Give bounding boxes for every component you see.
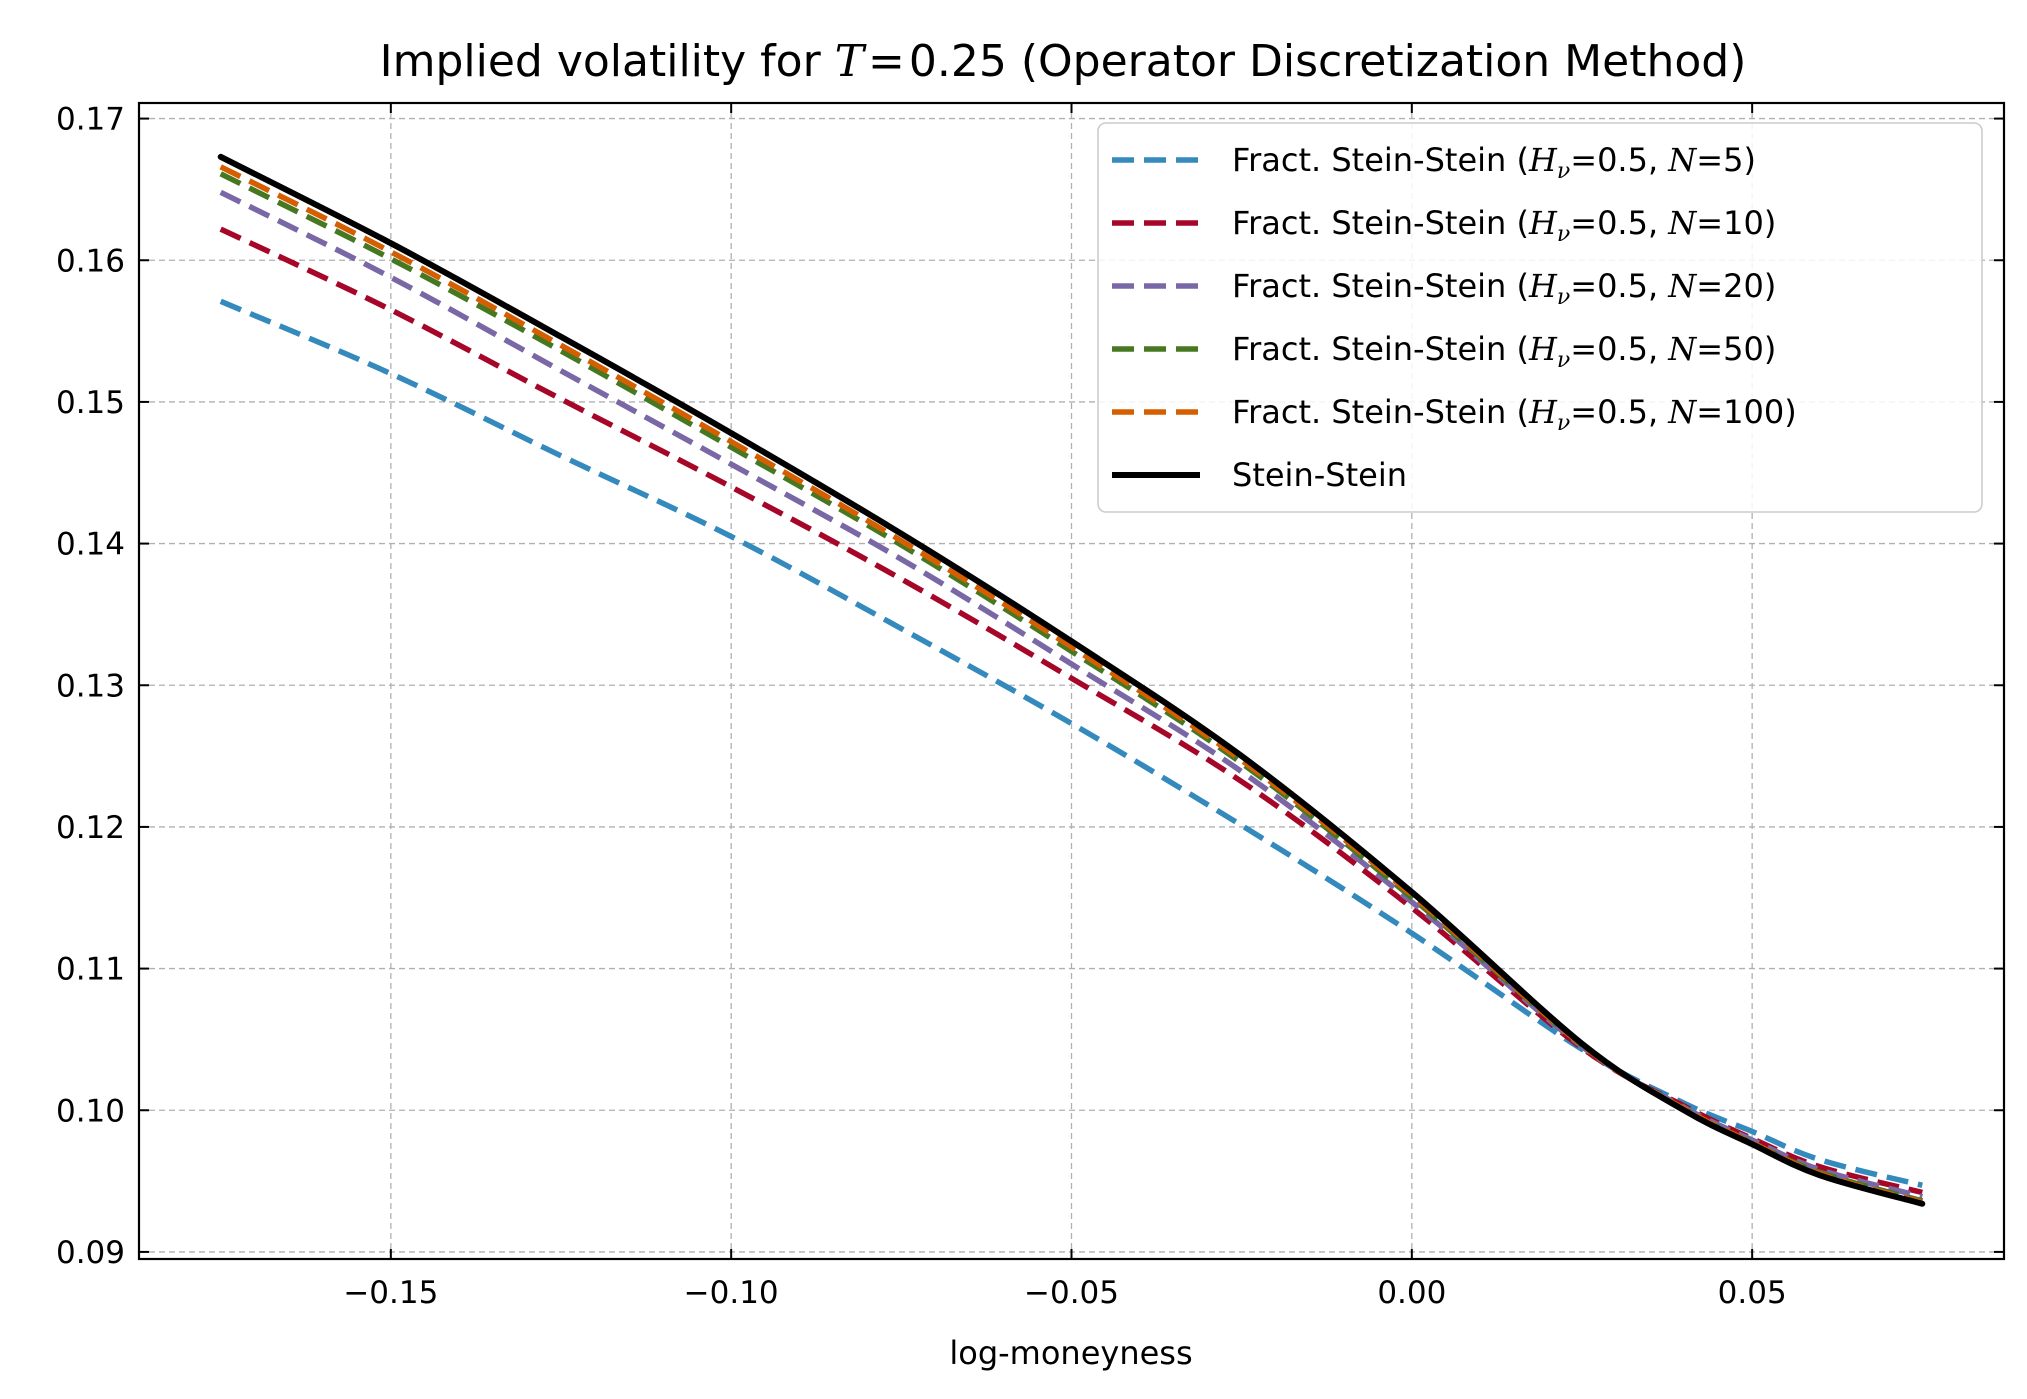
legend-label-3: Fract. Stein-Stein (Hν=0.5, N=50) [1232,330,1776,373]
y-tick-label: 0.11 [56,952,125,988]
title-value: 0.25 [909,36,1007,87]
y-tick-label: 0.15 [56,385,125,421]
legend-label-0: Fract. Stein-Stein (Hν=0.5, N=5) [1232,141,1756,184]
legend: Fract. Stein-Stein (Hν=0.5, N=5) Fract. S… [1097,122,1983,513]
x-tick-label: −0.10 [684,1275,779,1311]
x-tick-label: −0.15 [343,1275,438,1311]
title-suffix: (Operator Discretization Method) [1007,36,1747,87]
y-tick-label: 0.13 [56,668,125,704]
legend-box [1097,122,1983,513]
series-line-0 [219,298,1923,1188]
series-line-5 [217,153,1926,1207]
x-axis-label: log-moneyness [949,1334,1192,1372]
y-tick-labels: 0.09 0.10 0.11 0.12 0.13 0.14 0.15 0.16 0.17 [56,102,125,1271]
title-prefix: Implied volatility for [380,36,835,87]
legend-label-5: Stein-Stein [1232,456,1407,494]
y-tick-label: 0.14 [56,527,125,563]
series-layer [217,153,1926,1207]
title-variable: T [835,36,868,87]
y-tick-label: 0.17 [56,102,125,138]
legend-label-2: Fract. Stein-Stein (Hν=0.5, N=20) [1232,267,1776,310]
axis-ticks [139,103,2004,1259]
y-tick-label: 0.16 [56,243,125,279]
title-equals: = [868,36,905,87]
chart-title: Implied volatility for T=0.25 (Operator … [380,36,1747,87]
y-tick-label: 0.09 [56,1235,125,1271]
y-tick-label: 0.12 [56,810,125,846]
x-tick-label: −0.05 [1024,1275,1119,1311]
x-tick-label: 0.05 [1718,1275,1787,1311]
x-tick-label: 0.00 [1377,1275,1446,1311]
x-tick-labels: −0.15 −0.10 −0.05 0.00 0.05 [343,1275,1786,1311]
legend-label-4: Fract. Stein-Stein (Hν=0.5, N=100) [1232,393,1797,436]
y-tick-label: 0.10 [56,1093,125,1129]
legend-label-1: Fract. Stein-Stein (Hν=0.5, N=10) [1232,204,1776,247]
